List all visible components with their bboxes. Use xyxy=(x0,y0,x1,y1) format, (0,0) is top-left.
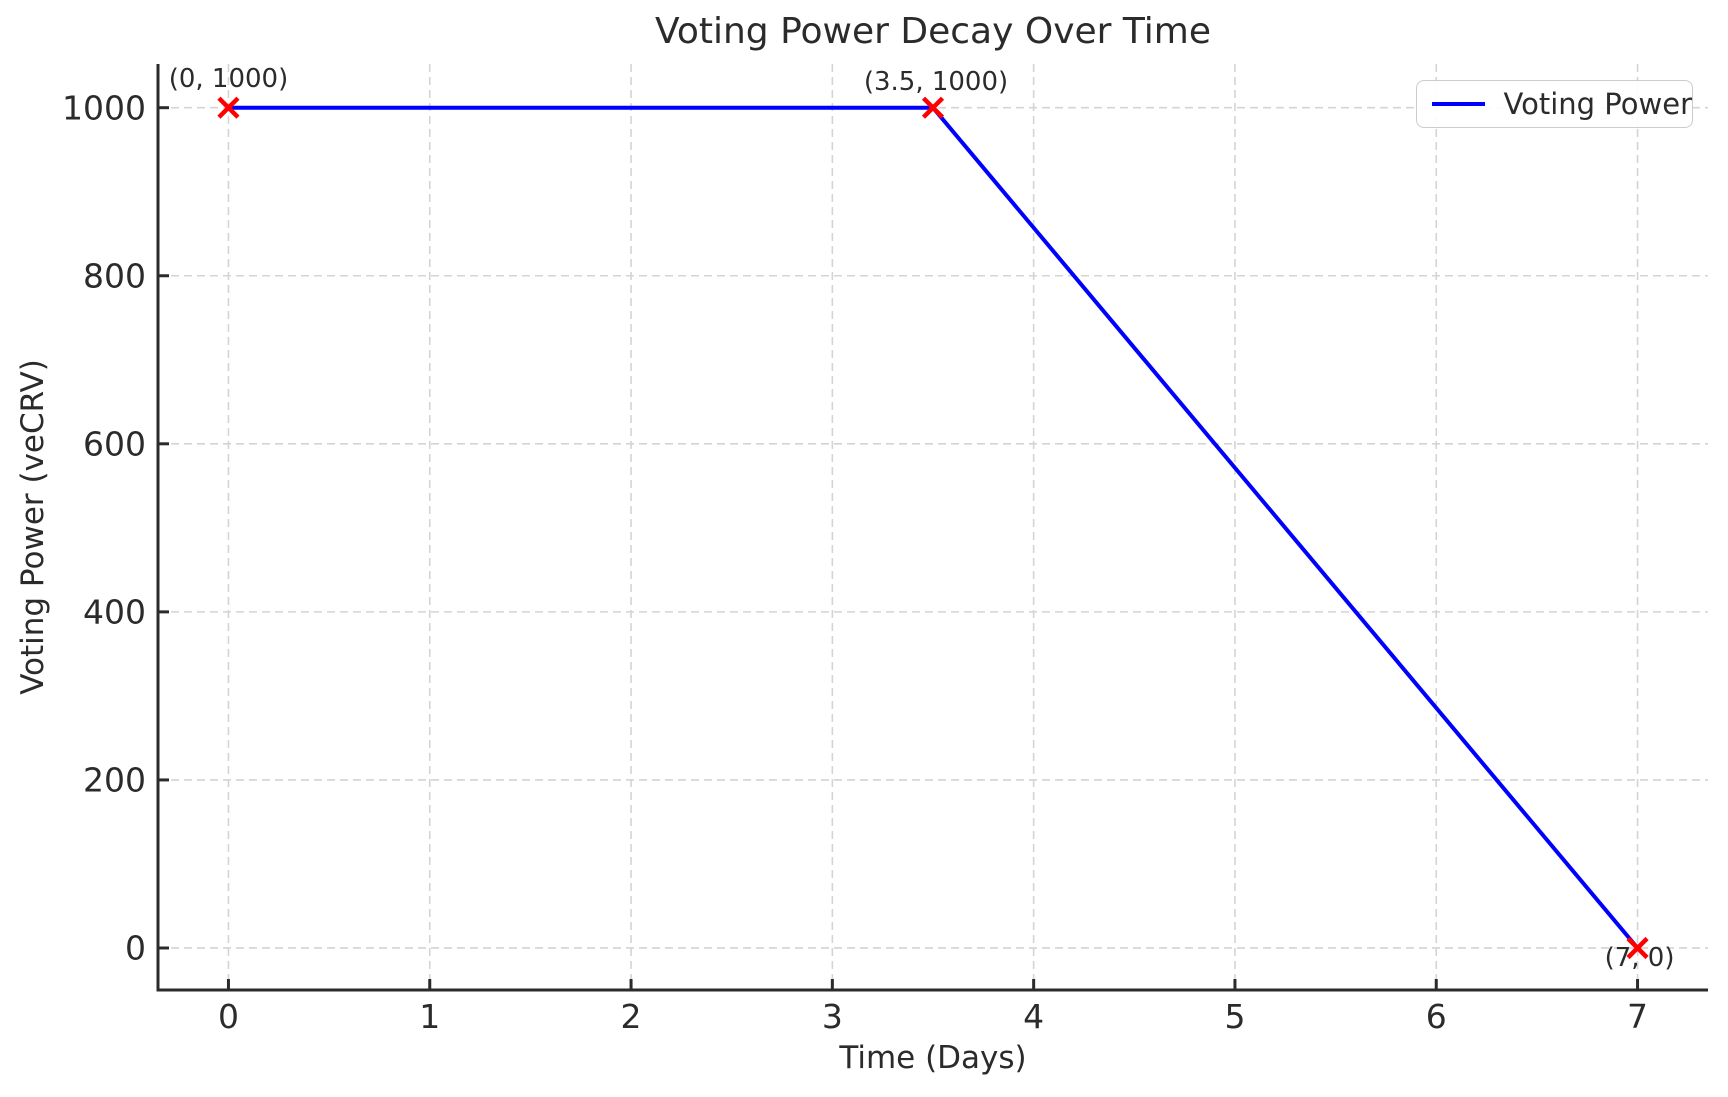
y-axis-label: Voting Power (veCRV) xyxy=(15,359,51,695)
x-tick-label: 0 xyxy=(217,997,239,1036)
y-tick-label: 0 xyxy=(125,928,146,968)
axes-spines xyxy=(156,64,1708,992)
x-tick-label: 2 xyxy=(620,997,642,1036)
gridlines xyxy=(158,64,1708,990)
x-tick-label: 3 xyxy=(821,997,843,1036)
y-tick-label: 200 xyxy=(83,760,146,800)
point-annotation: (7, 0) xyxy=(1604,942,1675,973)
x-marker xyxy=(921,96,945,119)
x-tick-label: 1 xyxy=(419,997,441,1036)
y-tick-label: 400 xyxy=(83,592,146,632)
y-tick-label: 600 xyxy=(83,424,146,464)
y-tick-label: 800 xyxy=(83,256,146,296)
y-tick-label: 1000 xyxy=(62,88,146,128)
x-tick-label: 6 xyxy=(1425,997,1447,1036)
x-marker xyxy=(217,96,240,119)
x-tick-label: 5 xyxy=(1224,997,1246,1036)
legend: Voting Power xyxy=(1416,80,1693,128)
x-tick-label: 7 xyxy=(1627,997,1649,1036)
chart-title: Voting Power Decay Over Time xyxy=(655,11,1211,52)
point-annotation: (3.5, 1000) xyxy=(863,66,1009,97)
tick-marks xyxy=(158,106,1640,990)
legend-line-sample xyxy=(1432,102,1485,106)
x-tick-label: 4 xyxy=(1023,997,1045,1036)
legend-label: Voting Power xyxy=(1503,87,1692,121)
point-annotation: (0, 1000) xyxy=(168,63,289,94)
series-line xyxy=(228,105,1640,950)
series-markers xyxy=(217,96,1649,960)
x-axis-label: Time (Days) xyxy=(839,1040,1027,1076)
x-marker xyxy=(1626,936,1649,960)
